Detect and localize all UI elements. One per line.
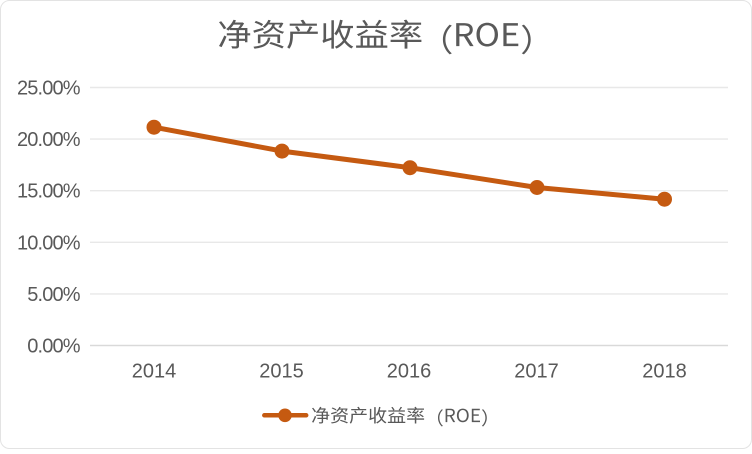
svg-text:25.00%: 25.00% bbox=[17, 78, 81, 100]
svg-text:2015: 2015 bbox=[259, 361, 304, 383]
svg-text:2014: 2014 bbox=[132, 361, 177, 383]
svg-text:2017: 2017 bbox=[514, 361, 559, 383]
svg-text:15.00%: 15.00% bbox=[17, 181, 81, 203]
svg-text:0.00%: 0.00% bbox=[27, 336, 80, 358]
svg-text:2016: 2016 bbox=[387, 361, 432, 383]
svg-text:20.00%: 20.00% bbox=[17, 129, 81, 151]
svg-text:10.00%: 10.00% bbox=[17, 232, 81, 254]
svg-text:5.00%: 5.00% bbox=[27, 284, 80, 306]
svg-text:2018: 2018 bbox=[642, 361, 687, 383]
